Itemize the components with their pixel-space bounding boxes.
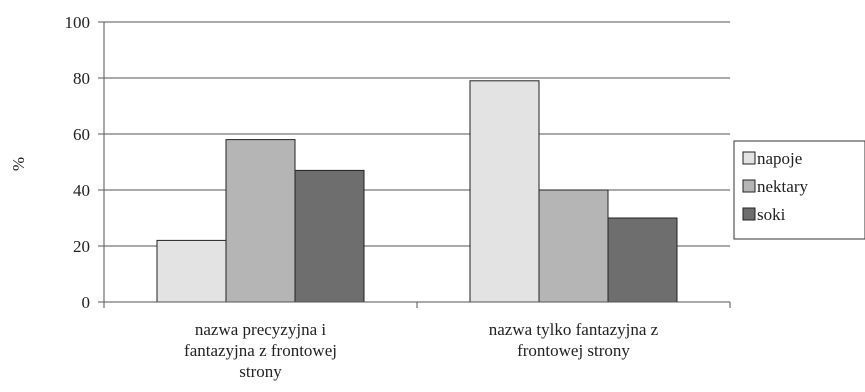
y-tick-label: 20 bbox=[73, 237, 90, 256]
bar-soki bbox=[294, 169, 365, 303]
x-tick-label: strony bbox=[239, 362, 282, 381]
legend-box bbox=[733, 140, 865, 240]
bar-napoje bbox=[156, 239, 227, 303]
bar-soki bbox=[607, 217, 678, 303]
legend-swatch bbox=[742, 207, 756, 221]
y-tick-label: 80 bbox=[73, 69, 90, 88]
bar-napoje bbox=[469, 80, 540, 303]
legend-label: nektary bbox=[757, 177, 808, 196]
x-tick-label: fantazyjna z frontowej bbox=[184, 341, 337, 360]
x-tick-label: frontowej strony bbox=[517, 341, 630, 360]
bar-nektary bbox=[225, 139, 296, 303]
axes bbox=[98, 21, 731, 308]
legend-swatch bbox=[742, 151, 756, 165]
legend-label: napoje bbox=[757, 149, 802, 168]
y-tick-labels: 0 20 40 60 80 100 bbox=[65, 13, 91, 312]
legend-label: soki bbox=[757, 205, 786, 224]
y-tick-label: 100 bbox=[65, 13, 91, 32]
bars bbox=[156, 80, 678, 303]
y-tick-label: 0 bbox=[82, 293, 91, 312]
y-axis-label: % bbox=[9, 157, 28, 171]
y-tick-label: 60 bbox=[73, 125, 90, 144]
legend: napoje nektary soki bbox=[733, 140, 865, 240]
x-tick-labels: nazwa precyzyjna i fantazyjna z frontowej… bbox=[184, 320, 659, 381]
x-tick-label: nazwa precyzyjna i bbox=[195, 320, 326, 339]
y-tick-label: 40 bbox=[73, 181, 90, 200]
bar-nektary bbox=[538, 189, 609, 303]
gridlines bbox=[104, 21, 730, 247]
legend-swatch bbox=[742, 179, 756, 193]
x-tick-label: nazwa tylko fantazyjna z bbox=[489, 320, 659, 339]
